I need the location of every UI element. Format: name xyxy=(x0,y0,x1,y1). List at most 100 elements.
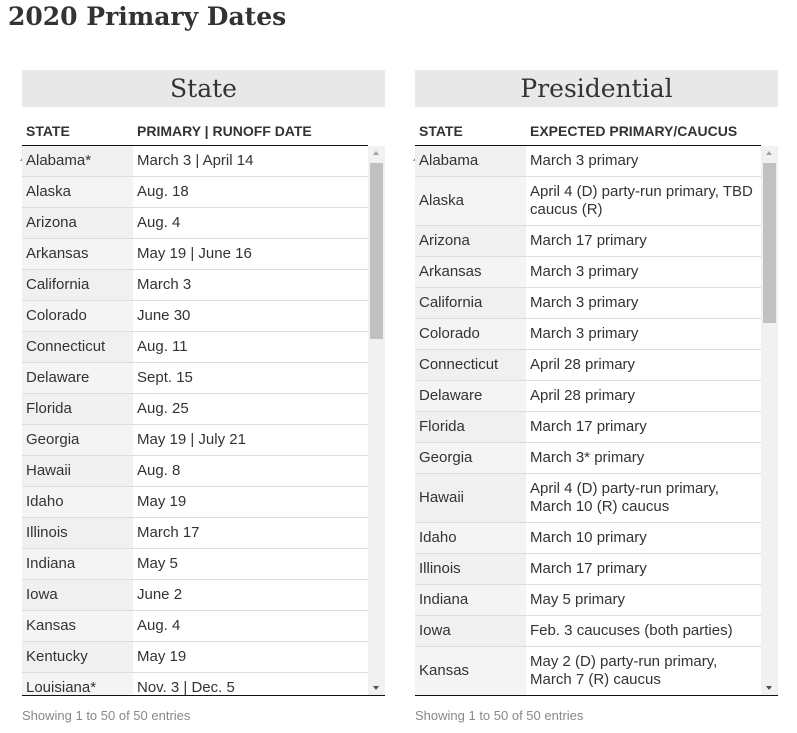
cell-text: Alaska xyxy=(419,192,465,209)
date-cell: April 28 primary xyxy=(526,381,761,411)
date-cell: May 19 xyxy=(133,642,368,672)
table-row: Arizona Aug. 4 xyxy=(22,208,368,239)
cell-text: Aug. 18 xyxy=(137,183,189,200)
scrollbar[interactable] xyxy=(368,146,385,695)
state-cell: Arizona xyxy=(22,208,133,238)
date-cell: March 17 xyxy=(133,518,368,548)
cell-text: March 3 primary xyxy=(530,294,639,311)
cell-text: Aug. 11 xyxy=(137,338,188,355)
state-cell: Indiana xyxy=(415,585,526,615)
table-row: Illinois March 17 primary xyxy=(415,554,761,585)
cell-text: Arkansas xyxy=(26,245,89,262)
table-row: Kansas May 2 (D) party-run primary, March… xyxy=(415,647,761,695)
table-row: Alaska April 4 (D) party-run primary, TBD… xyxy=(415,177,761,226)
column-header-row: STATE PRIMARY | RUNOFF DATE xyxy=(20,118,368,170)
cell-text: Nov. 3 | Dec. 5 xyxy=(137,679,235,696)
cell-text: April 28 primary xyxy=(530,356,636,373)
table-row: Colorado June 30 xyxy=(22,301,368,332)
date-cell: March 3 xyxy=(133,270,368,300)
table-body: Alabama March 3 primary Alaska April 4 (D) … xyxy=(415,146,778,696)
state-cell: Delaware xyxy=(22,363,133,393)
table-row: California March 3 xyxy=(22,270,368,301)
table-row: Delaware April 28 primary xyxy=(415,381,761,412)
state-cell: Connecticut xyxy=(415,350,526,380)
state-cell: Idaho xyxy=(22,487,133,517)
date-cell: May 19 | July 21 xyxy=(133,425,368,455)
table-row: Louisiana* Nov. 3 | Dec. 5 xyxy=(22,673,368,696)
cell-text: Alabama* xyxy=(26,152,92,169)
cell-text: May 19 xyxy=(137,648,187,665)
date-cell: May 5 primary xyxy=(526,585,761,615)
date-cell: March 3 | April 14 xyxy=(133,146,368,176)
date-cell: Aug. 4 xyxy=(133,208,368,238)
cell-text: May 19 | July 21 xyxy=(137,431,246,448)
cell-text: Kentucky xyxy=(26,648,88,665)
state-cell: Hawaii xyxy=(415,474,526,522)
cell-text: Georgia xyxy=(26,431,80,448)
column-header[interactable]: PRIMARY | RUNOFF DATE xyxy=(131,118,368,170)
table-row: Kansas Aug. 4 xyxy=(22,611,368,642)
state-cell: Florida xyxy=(415,412,526,442)
table-row: Alaska Aug. 18 xyxy=(22,177,368,208)
cell-text: May 5 primary xyxy=(530,591,626,608)
table-row: Georgia May 19 | July 21 xyxy=(22,425,368,456)
cell-text: California xyxy=(419,294,483,311)
date-cell: March 17 primary xyxy=(526,226,761,256)
scroll-up-arrow[interactable] xyxy=(373,151,379,155)
date-cell: June 2 xyxy=(133,580,368,610)
column-header[interactable]: STATE xyxy=(20,118,133,161)
table-row: Arizona March 17 primary xyxy=(415,226,761,257)
state-cell: Alaska xyxy=(415,177,526,225)
cell-text: March 17 xyxy=(137,524,200,541)
cell-text: Louisiana* xyxy=(26,679,97,696)
date-cell: Aug. 4 xyxy=(133,611,368,641)
cell-text: March 3 | April 14 xyxy=(137,152,254,169)
date-cell: March 10 primary xyxy=(526,523,761,553)
cell-text: California xyxy=(26,276,90,293)
date-cell: June 30 xyxy=(133,301,368,331)
cell-text: Delaware xyxy=(419,387,483,404)
table-body: Alabama* March 3 | April 14 Alaska Aug. 18 A… xyxy=(22,146,385,696)
cell-text: June 2 xyxy=(137,586,183,603)
scroll-down-arrow[interactable] xyxy=(766,686,772,690)
scroll-up-arrow[interactable] xyxy=(766,151,772,155)
date-cell: March 17 primary xyxy=(526,412,761,442)
cell-text: Connecticut xyxy=(419,356,499,373)
scroll-thumb[interactable] xyxy=(370,163,383,339)
state-cell: Georgia xyxy=(415,443,526,473)
cell-text: Kansas xyxy=(419,662,470,679)
cell-text: Idaho xyxy=(419,529,457,546)
date-cell: Aug. 25 xyxy=(133,394,368,424)
table-row: Connecticut April 28 primary xyxy=(415,350,761,381)
date-cell: March 3 primary xyxy=(526,319,761,349)
state-cell: Louisiana* xyxy=(22,673,133,696)
state-cell: Alaska xyxy=(22,177,133,207)
cell-text: Aug. 4 xyxy=(137,214,181,231)
table-row: Illinois March 17 xyxy=(22,518,368,549)
scroll-down-arrow[interactable] xyxy=(373,686,379,690)
cell-text: Alaska xyxy=(26,183,72,200)
date-cell: March 3 primary xyxy=(526,288,761,318)
table-row: Iowa June 2 xyxy=(22,580,368,611)
cell-text: May 19 xyxy=(137,493,187,510)
cell-text: March 3 primary xyxy=(530,152,639,169)
table-row: Hawaii April 4 (D) party-run primary, Mar… xyxy=(415,474,761,523)
state-cell: Colorado xyxy=(22,301,133,331)
table-row: Florida Aug. 25 xyxy=(22,394,368,425)
cell-text: Florida xyxy=(26,400,72,417)
state-cell: California xyxy=(415,288,526,318)
table-row: California March 3 primary xyxy=(415,288,761,319)
cell-text: Illinois xyxy=(419,560,461,577)
date-cell: May 19 xyxy=(133,487,368,517)
column-header[interactable]: STATE xyxy=(413,118,526,161)
table-info: Showing 1 to 50 of 50 entries xyxy=(415,708,584,723)
scrollbar[interactable] xyxy=(761,146,778,695)
date-cell: April 4 (D) party-run primary, March 10 … xyxy=(526,474,761,522)
cell-text: March 10 primary xyxy=(530,529,647,546)
scroll-thumb[interactable] xyxy=(763,163,776,323)
cell-text: Arizona xyxy=(26,214,77,231)
date-cell: May 5 xyxy=(133,549,368,579)
column-header[interactable]: EXPECTED PRIMARY/CAUCUS xyxy=(524,118,761,170)
date-cell: March 3 primary xyxy=(526,257,761,287)
cell-text: Indiana xyxy=(419,591,469,608)
